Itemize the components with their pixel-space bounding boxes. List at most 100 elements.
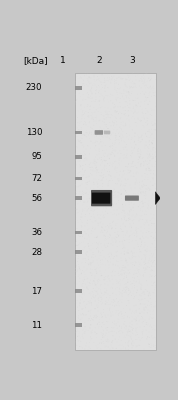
Point — [111, 268, 114, 274]
Point — [148, 139, 151, 145]
Point — [115, 95, 117, 102]
Point — [126, 151, 129, 157]
Point — [118, 162, 121, 168]
Point — [101, 324, 103, 331]
Point — [97, 118, 100, 124]
Point — [129, 168, 132, 174]
Point — [82, 158, 85, 164]
Point — [127, 220, 130, 227]
Point — [118, 140, 121, 146]
Point — [105, 150, 108, 156]
Point — [75, 144, 78, 150]
Point — [153, 220, 156, 227]
Point — [154, 323, 157, 329]
Point — [114, 107, 117, 114]
Point — [82, 144, 85, 151]
Point — [119, 114, 122, 121]
Point — [150, 304, 153, 310]
Point — [86, 284, 88, 291]
Point — [135, 171, 138, 177]
Point — [143, 82, 146, 89]
Point — [108, 316, 111, 322]
Point — [121, 92, 123, 98]
Point — [76, 85, 79, 92]
Point — [101, 300, 104, 306]
Point — [111, 224, 113, 231]
Point — [114, 130, 117, 136]
Point — [95, 344, 98, 350]
Point — [153, 152, 156, 158]
Point — [151, 147, 154, 153]
Point — [105, 157, 108, 164]
Point — [125, 80, 128, 86]
Point — [125, 89, 128, 95]
Point — [147, 260, 150, 266]
Point — [153, 163, 156, 170]
Point — [75, 242, 78, 248]
Point — [117, 130, 120, 136]
Point — [127, 298, 130, 304]
Point — [120, 195, 123, 202]
Point — [145, 97, 148, 103]
Point — [147, 276, 150, 283]
Point — [127, 176, 129, 182]
Point — [83, 235, 86, 241]
Point — [149, 301, 152, 307]
Point — [79, 176, 82, 183]
Point — [112, 86, 115, 93]
Point — [109, 83, 112, 89]
Point — [115, 186, 117, 192]
Point — [132, 207, 135, 214]
Point — [153, 268, 156, 274]
Point — [99, 286, 102, 293]
Point — [89, 95, 92, 102]
Point — [129, 164, 132, 170]
Point — [118, 157, 121, 164]
Point — [154, 304, 157, 310]
Point — [118, 272, 121, 279]
Point — [117, 177, 120, 184]
Point — [115, 109, 118, 115]
Point — [109, 241, 112, 247]
Point — [112, 266, 115, 273]
Point — [85, 180, 88, 186]
Point — [131, 134, 134, 140]
Point — [112, 100, 115, 106]
Point — [107, 145, 109, 151]
Point — [153, 135, 155, 142]
Point — [115, 224, 118, 230]
Point — [128, 328, 131, 335]
Point — [90, 322, 93, 329]
Point — [94, 94, 96, 100]
Point — [97, 74, 100, 80]
Point — [141, 138, 144, 144]
Point — [86, 300, 89, 307]
Point — [120, 178, 123, 184]
Point — [117, 189, 119, 196]
Point — [111, 184, 113, 191]
Point — [120, 191, 123, 197]
Point — [101, 338, 104, 345]
Point — [136, 120, 139, 127]
Point — [98, 199, 101, 206]
Point — [93, 282, 96, 288]
Point — [85, 251, 88, 258]
Point — [115, 80, 118, 86]
Point — [82, 299, 85, 305]
Point — [142, 122, 145, 128]
Point — [104, 192, 107, 199]
Point — [111, 285, 114, 291]
Point — [120, 226, 123, 232]
Point — [114, 137, 117, 144]
Point — [92, 317, 95, 323]
Point — [128, 130, 131, 136]
Point — [88, 73, 90, 80]
Point — [150, 301, 153, 308]
Point — [140, 220, 143, 226]
Point — [124, 224, 127, 230]
Point — [114, 262, 117, 268]
Point — [122, 251, 125, 257]
Point — [138, 150, 141, 157]
Point — [145, 258, 148, 264]
Point — [81, 198, 83, 205]
